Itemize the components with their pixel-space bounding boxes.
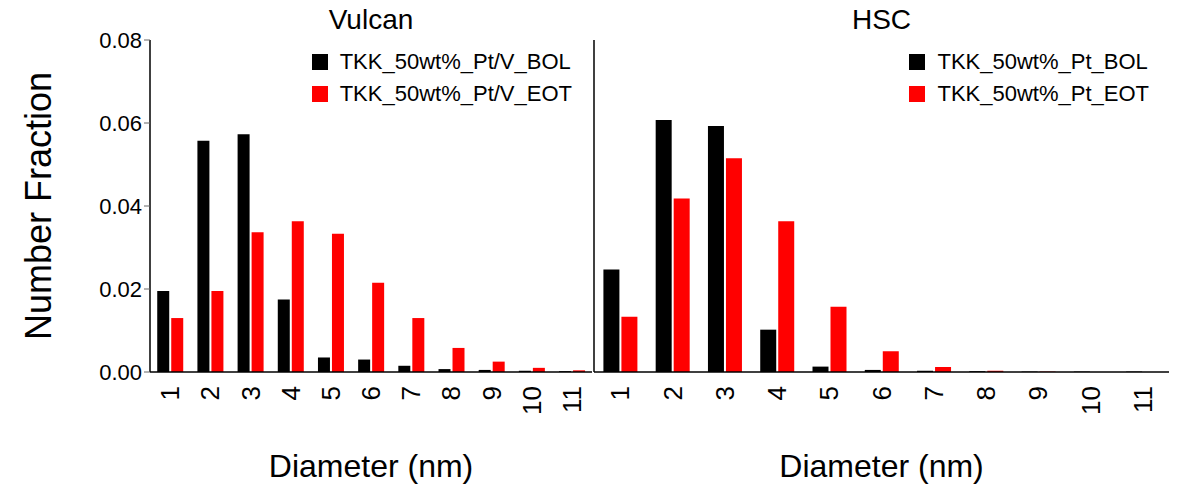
svg-text:0.06: 0.06 [99,111,142,136]
svg-text:4: 4 [276,386,306,400]
svg-text:8: 8 [436,386,466,400]
svg-text:7: 7 [396,386,426,400]
svg-text:10: 10 [517,386,547,415]
svg-text:7: 7 [919,386,949,400]
svg-text:4: 4 [762,386,792,400]
svg-text:5: 5 [814,386,844,400]
svg-text:2: 2 [658,386,688,400]
svg-text:2: 2 [195,386,225,400]
svg-text:0.00: 0.00 [99,360,142,385]
svg-text:3: 3 [710,386,740,400]
svg-text:0.02: 0.02 [99,277,142,302]
svg-text:Diameter (nm): Diameter (nm) [779,448,983,484]
svg-text:6: 6 [867,386,897,400]
html-text:TKK_50wt%_Pt_BOL: TKK_50wt%_Pt_BOL [937,49,1148,74]
svg-text:6: 6 [356,386,386,400]
svg-text:0.08: 0.08 [99,28,142,53]
html-text:Vulcan: Vulcan [328,4,414,35]
svg-text:1: 1 [155,386,185,400]
svg-text:5: 5 [316,386,346,400]
svg-text:0.04: 0.04 [99,194,142,219]
svg-text:8: 8 [971,386,1001,400]
svg-text:1: 1 [605,386,635,400]
html-text:TKK_50wt%_Pt_EOT: TKK_50wt%_Pt_EOT [937,81,1149,106]
svg-text:9: 9 [477,386,507,400]
svg-text:3: 3 [236,386,266,400]
svg-text:Diameter (nm): Diameter (nm) [269,448,473,484]
svg-text:11: 11 [1128,386,1158,413]
html-text:TKK_50wt%_Pt/V_BOL: TKK_50wt%_Pt/V_BOL [339,49,571,74]
svg-text:9: 9 [1023,386,1053,400]
svg-text:11: 11 [557,386,587,413]
html-text:HSC: HSC [851,4,912,35]
svg-text:Number Fraction: Number Fraction [18,72,59,340]
svg-text:10: 10 [1076,386,1106,415]
html-text:TKK_50wt%_Pt/V_EOT: TKK_50wt%_Pt/V_EOT [339,81,572,106]
